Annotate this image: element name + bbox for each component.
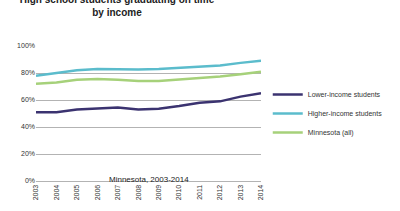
svg-text:Lower-income students: Lower-income students	[308, 91, 381, 98]
svg-text:2014: 2014	[257, 185, 264, 201]
svg-text:Higher-income students: Higher-income students	[308, 110, 382, 118]
svg-text:20%: 20%	[21, 150, 35, 157]
svg-text:2004: 2004	[53, 185, 60, 201]
svg-text:60%: 60%	[21, 96, 35, 103]
svg-text:2003: 2003	[32, 185, 39, 201]
svg-text:High school students graduatin: High school students graduating on timeb…	[20, 0, 215, 18]
svg-text:0%: 0%	[25, 177, 35, 184]
svg-text:Minnesota (all): Minnesota (all)	[308, 129, 354, 137]
svg-text:2006: 2006	[94, 185, 101, 201]
svg-text:2012: 2012	[216, 185, 223, 201]
svg-text:2005: 2005	[73, 185, 80, 201]
svg-text:40%: 40%	[21, 123, 35, 130]
svg-text:2011: 2011	[196, 185, 203, 200]
svg-text:2008: 2008	[135, 185, 142, 201]
svg-text:100%: 100%	[17, 42, 35, 49]
svg-text:80%: 80%	[21, 69, 35, 76]
svg-text:Minnesota, 2003-2014: Minnesota, 2003-2014	[109, 175, 189, 184]
svg-text:2007: 2007	[114, 185, 121, 201]
svg-text:2009: 2009	[155, 185, 162, 201]
svg-text:2013: 2013	[237, 185, 244, 201]
svg-text:2010: 2010	[175, 185, 182, 201]
